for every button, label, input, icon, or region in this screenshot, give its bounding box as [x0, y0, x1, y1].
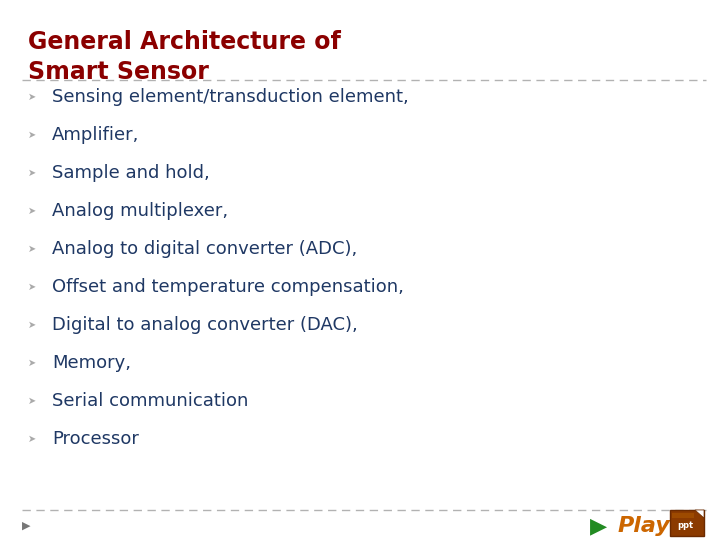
Text: ppt: ppt: [677, 521, 693, 530]
Text: Amplifier,: Amplifier,: [52, 126, 140, 144]
Text: ➤: ➤: [28, 206, 36, 216]
Text: Processor: Processor: [52, 430, 139, 448]
Text: ➤: ➤: [28, 320, 36, 330]
Text: Sample and hold,: Sample and hold,: [52, 164, 210, 182]
Text: ➤: ➤: [28, 358, 36, 368]
Text: Analog to digital converter (ADC),: Analog to digital converter (ADC),: [52, 240, 357, 258]
Text: Smart Sensor: Smart Sensor: [28, 60, 209, 84]
Text: Digital to analog converter (DAC),: Digital to analog converter (DAC),: [52, 316, 358, 334]
FancyBboxPatch shape: [670, 510, 704, 536]
Text: ➤: ➤: [28, 168, 36, 178]
Text: General Architecture of: General Architecture of: [28, 30, 341, 54]
Text: Play: Play: [618, 516, 671, 536]
Text: Analog multiplexer,: Analog multiplexer,: [52, 202, 228, 220]
Text: Memory,: Memory,: [52, 354, 131, 372]
Text: ➤: ➤: [28, 434, 36, 444]
Text: Sensing element/transduction element,: Sensing element/transduction element,: [52, 88, 409, 106]
Text: ➤: ➤: [28, 244, 36, 254]
Polygon shape: [672, 513, 694, 518]
Text: ➤: ➤: [28, 396, 36, 406]
Text: ▶: ▶: [22, 521, 30, 531]
Text: ➤: ➤: [28, 130, 36, 140]
Text: Serial communication: Serial communication: [52, 392, 248, 410]
Text: ▶: ▶: [590, 516, 607, 536]
Text: ➤: ➤: [28, 92, 36, 102]
Text: Offset and temperature compensation,: Offset and temperature compensation,: [52, 278, 404, 296]
Polygon shape: [695, 510, 704, 518]
Text: ➤: ➤: [28, 282, 36, 292]
